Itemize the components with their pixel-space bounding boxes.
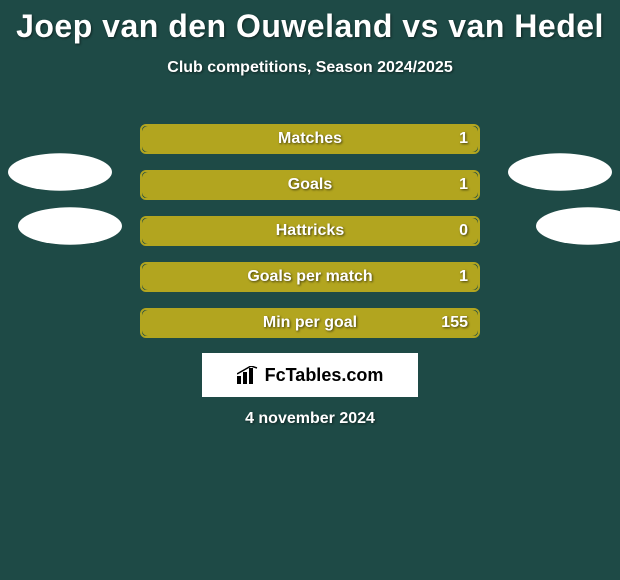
bar-chart-icon bbox=[237, 366, 259, 384]
stat-bars: Matches1 Goals1 Hattricks0 Goals per match1… bbox=[140, 124, 480, 354]
page-subtitle: Club competitions, Season 2024/2025 bbox=[0, 59, 620, 77]
player-right-avatar-ellipse-1 bbox=[508, 153, 612, 190]
stat-bar-fill bbox=[142, 126, 478, 152]
stat-bar-fill bbox=[142, 172, 478, 198]
page-title: Joep van den Ouweland vs van Hedel bbox=[0, 0, 620, 45]
stat-row: Min per goal155 bbox=[140, 308, 480, 338]
stat-bar-fill bbox=[142, 264, 478, 290]
footer-date: 4 november 2024 bbox=[0, 410, 620, 428]
player-left-avatar-ellipse-1 bbox=[8, 153, 112, 190]
stat-row: Goals per match1 bbox=[140, 262, 480, 292]
brand-text: FcTables.com bbox=[265, 365, 384, 386]
stat-row: Hattricks0 bbox=[140, 216, 480, 246]
brand-box: FcTables.com bbox=[202, 353, 418, 397]
player-right-avatar-ellipse-2 bbox=[536, 207, 620, 244]
stat-row: Goals1 bbox=[140, 170, 480, 200]
player-left-avatar-ellipse-2 bbox=[18, 207, 122, 244]
stat-bar-fill bbox=[142, 218, 478, 244]
infographic-root: Joep van den Ouweland vs van Hedel Club … bbox=[0, 0, 620, 580]
stat-bar-fill bbox=[142, 310, 478, 336]
stat-row: Matches1 bbox=[140, 124, 480, 154]
